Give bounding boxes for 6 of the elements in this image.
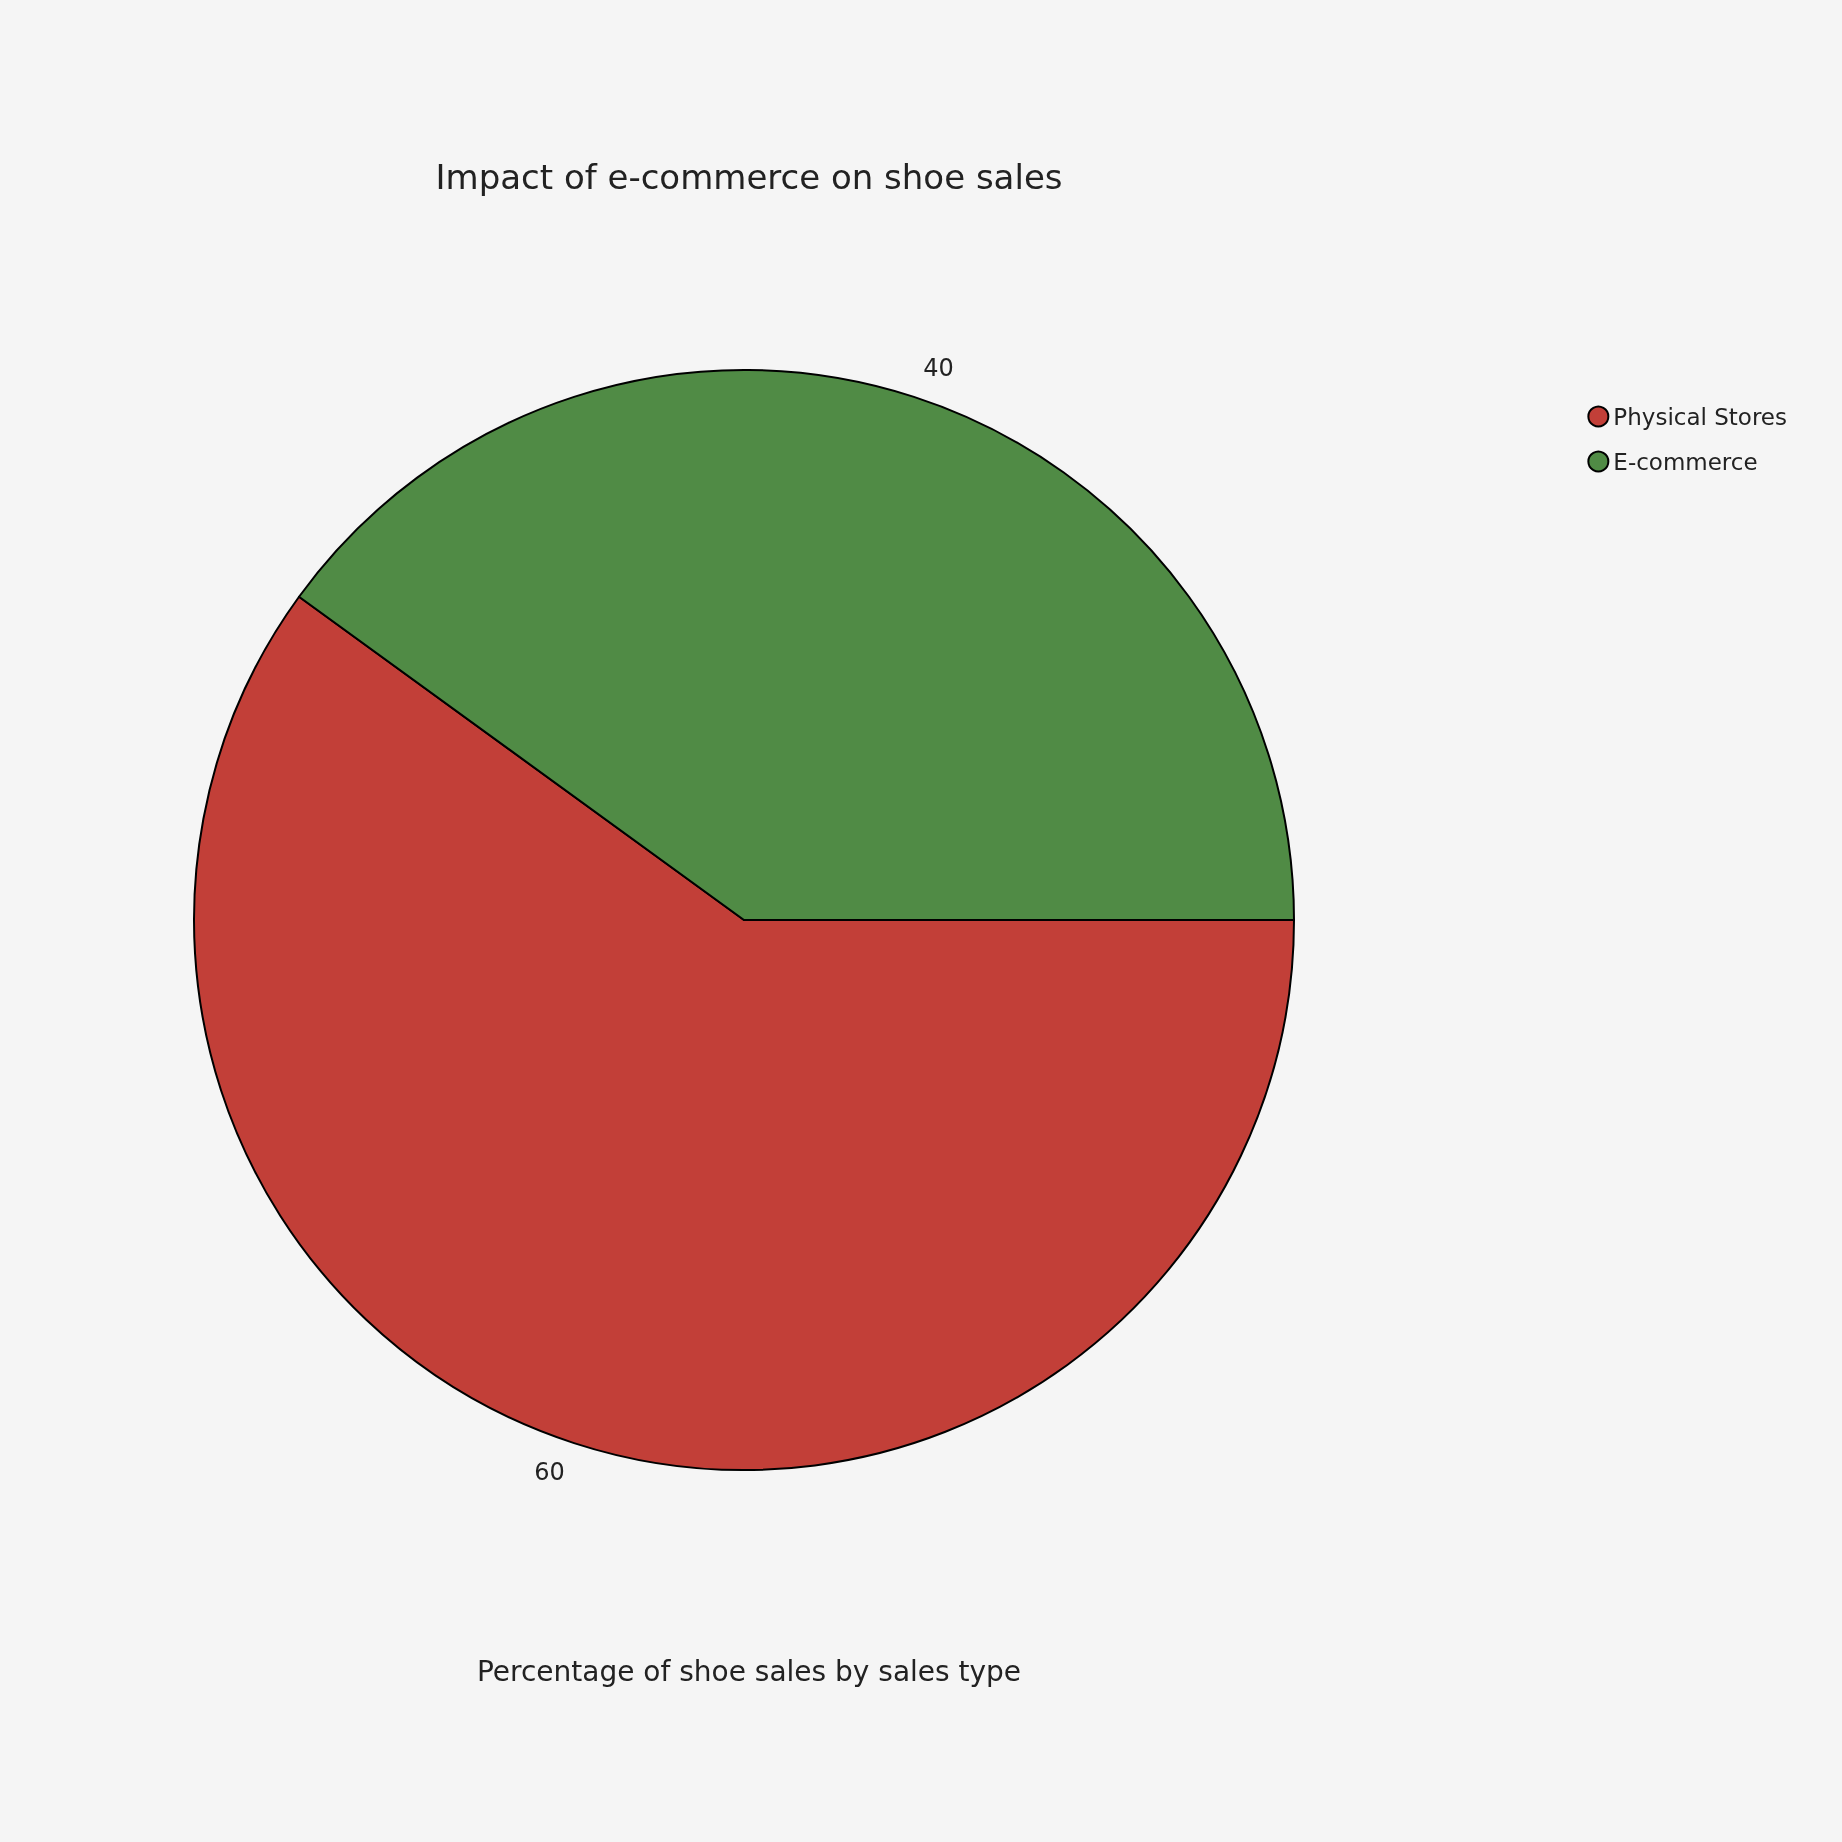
legend-label: Physical Stores: [1613, 403, 1788, 430]
data-label: 60: [534, 1457, 565, 1486]
legend-label: E-commerce: [1613, 448, 1758, 475]
text: Percentage of shoe sales by sales type: [476, 1654, 1022, 1688]
chart-title: Impact of e-commerce on shoe sales: [435, 157, 1063, 197]
data-label: 40: [923, 354, 954, 383]
